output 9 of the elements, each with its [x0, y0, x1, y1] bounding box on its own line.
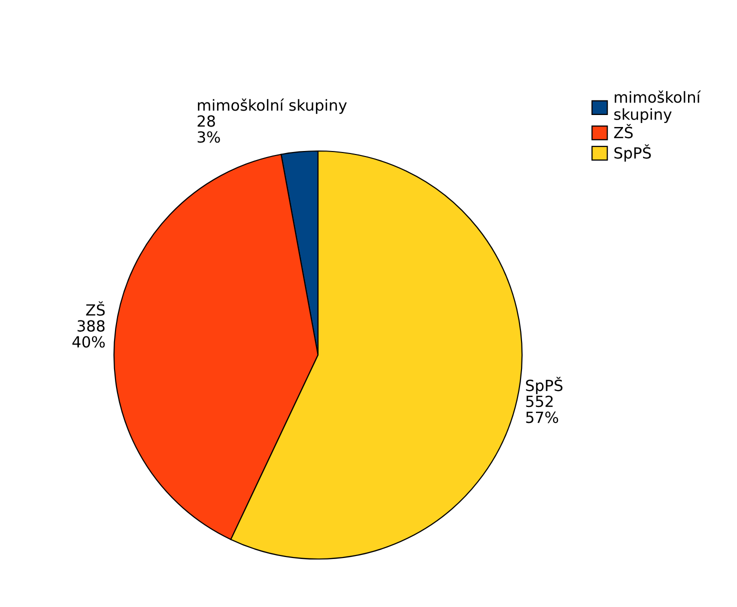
data-label: 388 40% — [72, 320, 105, 348]
slice-label: mimoškolní skupiny — [198, 98, 347, 114]
data-label: 28 3% — [198, 115, 220, 143]
slice-label: SpPŠ — [526, 376, 562, 394]
legend-label: mimoškolní skupiny — [614, 90, 701, 123]
slice-label: ZŠ — [86, 301, 105, 316]
legend-label: SpPŠ — [614, 144, 651, 162]
legend-label: ZŠ — [614, 124, 633, 138]
data-label: 552 57% — [526, 396, 558, 424]
